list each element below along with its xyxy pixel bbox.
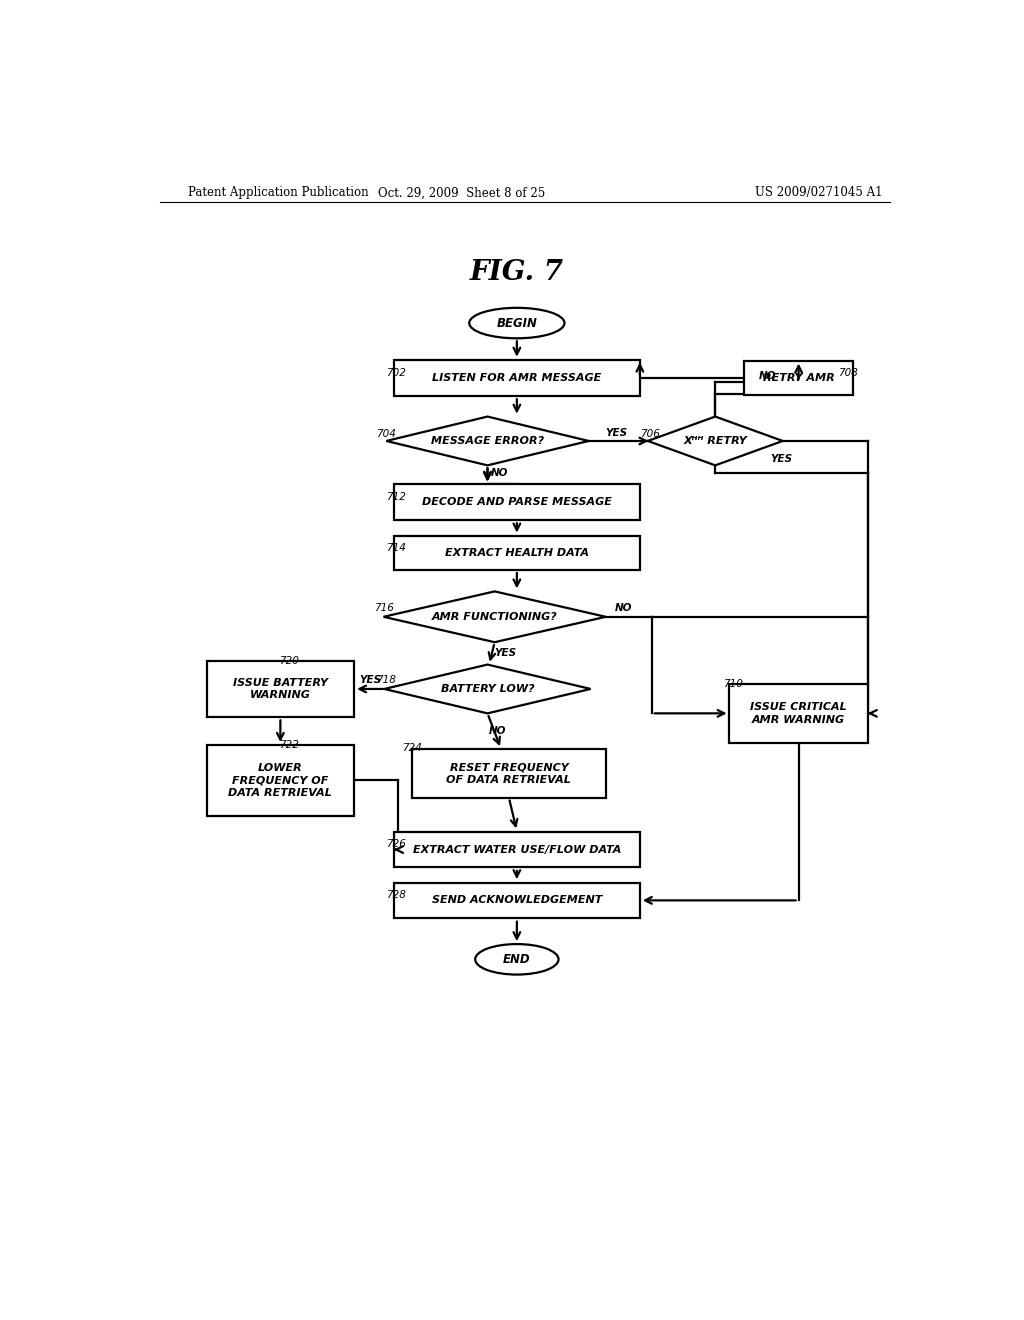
Text: 724: 724 — [401, 743, 422, 752]
Text: Patent Application Publication: Patent Application Publication — [187, 186, 369, 199]
Text: LOWER
FREQUENCY OF
DATA RETRIEVAL: LOWER FREQUENCY OF DATA RETRIEVAL — [228, 763, 333, 797]
Text: Oct. 29, 2009  Sheet 8 of 25: Oct. 29, 2009 Sheet 8 of 25 — [378, 186, 545, 199]
Polygon shape — [386, 417, 589, 466]
Text: FIG. 7: FIG. 7 — [470, 259, 564, 285]
FancyBboxPatch shape — [394, 536, 640, 569]
Polygon shape — [384, 591, 606, 643]
FancyBboxPatch shape — [207, 744, 353, 816]
Text: 712: 712 — [386, 492, 406, 502]
Ellipse shape — [475, 944, 558, 974]
Text: 710: 710 — [723, 678, 743, 689]
Text: YES: YES — [605, 428, 627, 438]
Ellipse shape — [469, 308, 564, 338]
Text: LISTEN FOR AMR MESSAGE: LISTEN FOR AMR MESSAGE — [432, 374, 601, 383]
FancyBboxPatch shape — [394, 484, 640, 520]
Text: NO: NO — [489, 726, 507, 735]
Text: RESET FREQUENCY
OF DATA RETRIEVAL: RESET FREQUENCY OF DATA RETRIEVAL — [446, 762, 571, 784]
Text: 708: 708 — [839, 368, 858, 378]
Text: EXTRACT HEALTH DATA: EXTRACT HEALTH DATA — [444, 548, 589, 558]
FancyBboxPatch shape — [743, 362, 853, 395]
Text: SEND ACKNOWLEDGEMENT: SEND ACKNOWLEDGEMENT — [432, 895, 602, 906]
Text: AMR FUNCTIONING?: AMR FUNCTIONING? — [432, 611, 557, 622]
Text: BEGIN: BEGIN — [497, 317, 538, 330]
Text: 706: 706 — [640, 429, 659, 438]
Text: 722: 722 — [279, 739, 299, 750]
Text: ISSUE BATTERY
WARNING: ISSUE BATTERY WARNING — [232, 677, 328, 700]
Text: 702: 702 — [386, 368, 406, 378]
FancyBboxPatch shape — [394, 883, 640, 919]
Text: 714: 714 — [386, 543, 406, 553]
Polygon shape — [384, 664, 591, 713]
Text: END: END — [503, 953, 530, 966]
Text: 728: 728 — [386, 890, 406, 900]
Text: YES: YES — [495, 648, 517, 659]
Text: NO: NO — [759, 371, 776, 381]
Text: RETRY AMR: RETRY AMR — [763, 374, 835, 383]
Text: DECODE AND PARSE MESSAGE: DECODE AND PARSE MESSAGE — [422, 496, 611, 507]
Text: 704: 704 — [377, 429, 396, 438]
Text: 720: 720 — [279, 656, 299, 667]
Text: 718: 718 — [377, 675, 396, 685]
Text: YES: YES — [771, 454, 793, 465]
Text: US 2009/0271045 A1: US 2009/0271045 A1 — [755, 186, 883, 199]
Text: NO: NO — [490, 469, 508, 478]
Text: BATTERY LOW?: BATTERY LOW? — [440, 684, 535, 694]
Text: Xᴴᴴ RETRY: Xᴴᴴ RETRY — [683, 436, 748, 446]
Text: NO: NO — [615, 603, 633, 612]
FancyBboxPatch shape — [412, 748, 606, 797]
Text: 716: 716 — [374, 602, 394, 612]
Text: EXTRACT WATER USE/FLOW DATA: EXTRACT WATER USE/FLOW DATA — [413, 845, 621, 854]
Text: 726: 726 — [386, 840, 406, 849]
Text: MESSAGE ERROR?: MESSAGE ERROR? — [431, 436, 544, 446]
Text: YES: YES — [359, 675, 381, 685]
Polygon shape — [648, 417, 782, 466]
Text: ISSUE CRITICAL
AMR WARNING: ISSUE CRITICAL AMR WARNING — [751, 702, 847, 725]
FancyBboxPatch shape — [394, 360, 640, 396]
FancyBboxPatch shape — [394, 832, 640, 867]
FancyBboxPatch shape — [729, 684, 868, 743]
FancyBboxPatch shape — [207, 661, 353, 717]
